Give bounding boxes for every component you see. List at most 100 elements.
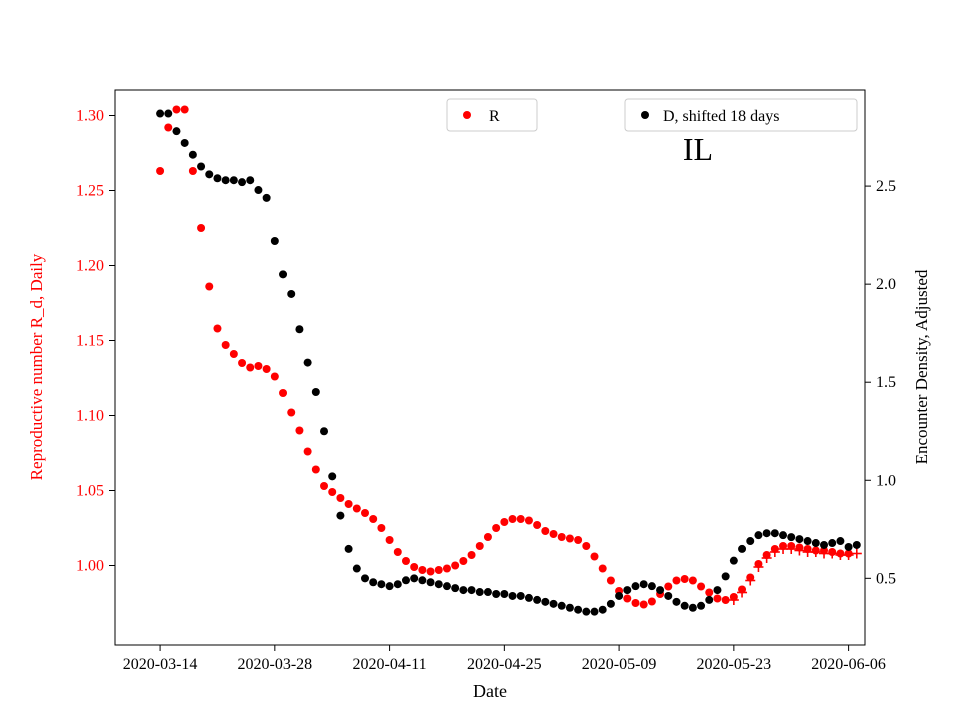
data-point [524,593,533,602]
data-point [393,580,402,589]
data-point [197,162,206,171]
data-point [779,531,788,540]
data-point [754,531,763,540]
data-point [213,324,222,333]
data-point [549,599,558,608]
data-point [459,557,468,565]
data-point [164,109,173,118]
data-point [565,534,574,543]
data-point [254,362,263,370]
data-point [672,597,681,606]
data-point [820,540,829,549]
data-point [697,582,706,591]
right-y-axis-ticks: 0.5 1.0 1.5 2.0 2.5 [865,178,896,587]
data-point [475,542,484,550]
left-y-tick-label: 1.15 [76,333,104,350]
data-point [361,509,369,517]
data-point [852,540,861,549]
data-point [623,586,632,595]
data-point [213,174,222,183]
right-y-tick-label: 0.5 [876,570,896,587]
data-point [533,595,542,604]
data-point [664,591,673,600]
data-point [434,580,443,589]
data-point [377,524,386,532]
data-point [688,603,697,612]
data-point [770,529,779,538]
plot-frame [114,89,866,646]
right-y-axis-label: Encounter Density, Adjusted [912,269,931,464]
data-point [238,359,247,367]
data-point [385,536,394,544]
data-point [426,567,435,576]
data-point [246,363,255,372]
data-point [205,282,214,291]
data-point [320,427,329,436]
data-point [377,580,386,589]
data-point [188,167,197,175]
data-point [762,529,771,538]
data-point [533,521,542,529]
data-point [647,597,656,606]
data-point [311,388,320,397]
data-point [590,607,599,616]
data-point [721,596,730,604]
data-point [516,591,525,600]
data-point [738,544,747,553]
data-point [270,237,279,246]
data-point [197,224,206,232]
data-point [221,341,230,349]
data-point [746,537,755,546]
left-y-axis-label: Reproductive number R_d, Daily [27,253,46,480]
data-point [385,582,394,591]
data-point [164,123,173,132]
data-point [647,582,656,591]
data-point [508,515,517,523]
left-y-tick-label: 1.10 [76,408,104,425]
data-point [229,350,238,358]
data-point [180,138,189,147]
x-tick-label: 2020-05-09 [582,656,657,673]
data-point [328,488,337,496]
data-point [492,524,501,532]
data-point [639,600,648,609]
data-point [467,586,476,595]
data-point [713,594,722,603]
data-point [467,551,476,559]
data-point [254,186,263,195]
data-point [606,599,615,608]
data-point [475,588,484,597]
data-point [369,578,378,587]
data-point [172,127,181,136]
data-point [574,536,583,544]
left-y-axis-ticks: 1.00 1.05 1.10 1.15 1.20 1.25 1.30 [76,108,115,575]
data-point [541,527,550,535]
right-y-tick-label: 1.0 [876,472,896,489]
data-point [188,150,197,159]
data-point [524,516,533,525]
data-point [492,590,501,599]
data-point [442,564,451,573]
data-point [238,178,247,187]
legend-r: R [446,98,538,132]
data-point [418,566,427,574]
d-shifted-18-days-series [156,109,861,616]
data-point [295,426,304,435]
data-point [656,586,665,595]
data-point [229,176,238,185]
data-point [705,595,714,604]
data-point [270,372,279,381]
data-point [623,594,632,603]
data-point [631,582,640,591]
legend-r-label: R [489,108,500,125]
data-point [279,389,288,397]
data-point [205,170,214,179]
data-point [451,561,460,570]
data-point [795,535,804,544]
data-point [606,576,615,585]
data-point [295,325,304,334]
data-point [598,605,607,614]
data-point [500,590,509,599]
data-point [598,564,607,573]
data-point [680,601,689,610]
